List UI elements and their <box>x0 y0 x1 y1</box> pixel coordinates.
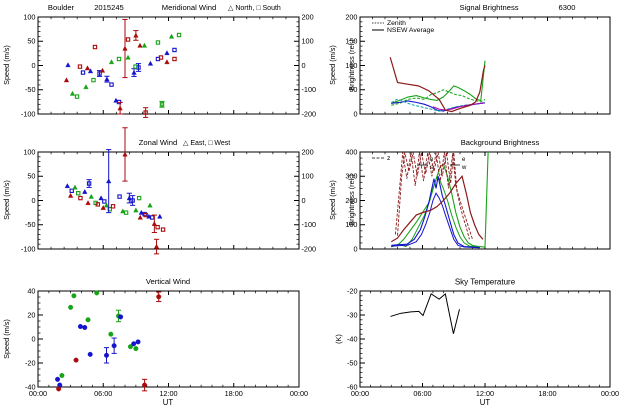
svg-text:20: 20 <box>27 310 35 319</box>
svg-text:-50: -50 <box>347 358 358 367</box>
svg-text:Vertical Wind: Vertical Wind <box>146 277 190 286</box>
svg-text:400: 400 <box>345 147 357 156</box>
svg-text:6300: 6300 <box>559 3 576 12</box>
svg-text:-100: -100 <box>21 109 36 118</box>
svg-text:-40: -40 <box>347 334 358 343</box>
svg-text:-100: -100 <box>302 220 317 229</box>
svg-text:z: z <box>387 155 391 162</box>
svg-text:100: 100 <box>23 12 35 21</box>
svg-text:(K): (K) <box>334 334 343 344</box>
svg-text:Speed (m/s): Speed (m/s) <box>328 45 337 85</box>
svg-text:100: 100 <box>302 37 314 46</box>
svg-text:Meridional Wind: Meridional Wind <box>162 3 216 12</box>
svg-text:00:00: 00:00 <box>290 389 308 398</box>
svg-text:Sky Temperature: Sky Temperature <box>455 278 516 287</box>
svg-text:Zenith: Zenith <box>387 20 406 27</box>
svg-text:UT: UT <box>163 398 174 407</box>
svg-text:Speed (m/s): Speed (m/s) <box>2 319 11 359</box>
svg-text:0: 0 <box>31 61 35 70</box>
svg-text:Boulder: Boulder <box>48 3 75 12</box>
svg-text:-100: -100 <box>21 244 36 253</box>
svg-text:Speed (m/s): Speed (m/s) <box>328 180 337 220</box>
svg-text:0: 0 <box>302 196 306 205</box>
svg-text:200: 200 <box>302 147 314 156</box>
svg-text:0: 0 <box>353 109 357 118</box>
svg-text:s: s <box>430 165 433 171</box>
svg-text:Brightness (rel.): Brightness (rel.) <box>347 39 356 91</box>
svg-text:-100: -100 <box>302 85 317 94</box>
svg-text:06:00: 06:00 <box>94 389 112 398</box>
svg-text:UT: UT <box>480 398 491 407</box>
svg-text:-50: -50 <box>25 85 36 94</box>
svg-text:-50: -50 <box>25 220 36 229</box>
svg-text:Speed (m/s): Speed (m/s) <box>2 45 11 85</box>
svg-text:-200: -200 <box>302 109 317 118</box>
svg-text:100: 100 <box>302 172 314 181</box>
svg-text:Zonal Wind: Zonal Wind <box>139 138 177 147</box>
svg-text:50: 50 <box>27 37 35 46</box>
svg-text:n: n <box>430 157 433 163</box>
svg-text:w: w <box>461 165 467 171</box>
svg-text:06:00: 06:00 <box>413 389 431 398</box>
svg-text:Brightness (rel.): Brightness (rel.) <box>347 174 356 226</box>
svg-text:200: 200 <box>345 12 357 21</box>
svg-text:0: 0 <box>31 196 35 205</box>
svg-text:100: 100 <box>23 147 35 156</box>
svg-text:Speed (m/s): Speed (m/s) <box>2 180 11 220</box>
svg-text:0: 0 <box>353 244 357 253</box>
svg-text:-200: -200 <box>302 244 317 253</box>
svg-text:△ North, □ South: △ North, □ South <box>228 5 281 12</box>
svg-text:NSEW Average: NSEW Average <box>387 27 434 34</box>
svg-text:12:00: 12:00 <box>476 389 494 398</box>
svg-text:2015245: 2015245 <box>94 3 124 12</box>
svg-text:Background Brightness: Background Brightness <box>461 138 540 147</box>
svg-text:40: 40 <box>27 286 35 295</box>
svg-text:Signal Brightness: Signal Brightness <box>459 3 518 12</box>
svg-text:200: 200 <box>302 12 314 21</box>
svg-text:00:00: 00:00 <box>351 389 369 398</box>
svg-text:-30: -30 <box>347 310 358 319</box>
svg-text:△ East, □ West: △ East, □ West <box>183 140 230 147</box>
svg-text:00:00: 00:00 <box>601 389 619 398</box>
svg-text:-20: -20 <box>347 286 358 295</box>
svg-text:12:00: 12:00 <box>159 389 177 398</box>
svg-text:18:00: 18:00 <box>538 389 556 398</box>
svg-text:50: 50 <box>27 172 35 181</box>
svg-text:0: 0 <box>31 334 35 343</box>
svg-text:-20: -20 <box>25 358 36 367</box>
svg-text:00:00: 00:00 <box>29 389 47 398</box>
svg-text:0: 0 <box>302 61 306 70</box>
svg-text:18:00: 18:00 <box>225 389 243 398</box>
